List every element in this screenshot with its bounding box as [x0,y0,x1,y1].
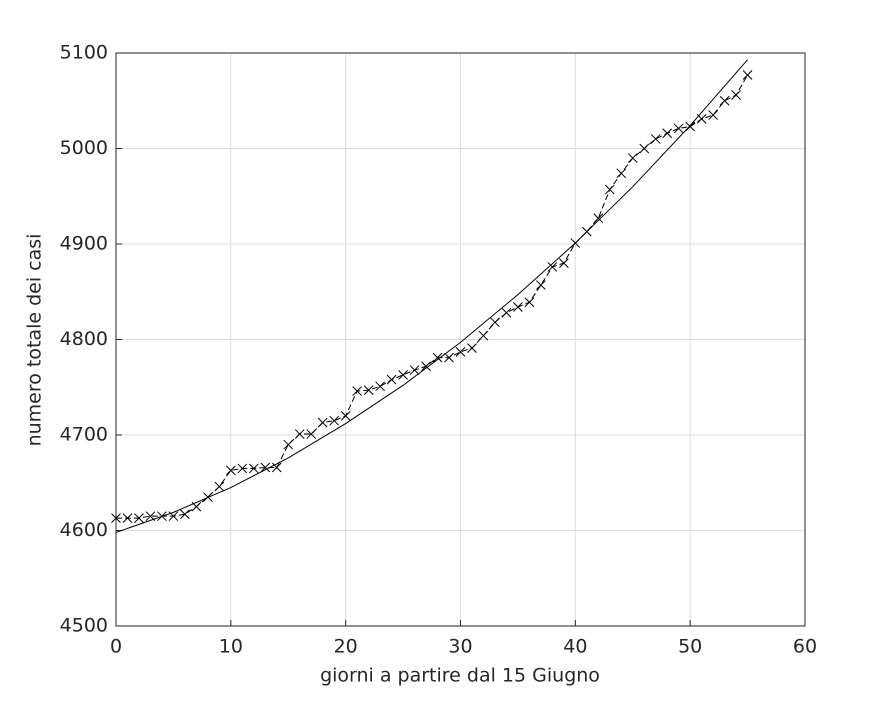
plot-frame [115,52,806,627]
x-marker [708,110,718,120]
x-marker [398,369,408,380]
y-tick-label: 4700 [60,424,108,446]
y-axis-label: numero totale dei casi [24,234,46,447]
x-tick-label: 60 [793,636,817,658]
x-marker [558,258,569,268]
x-marker [180,509,190,520]
x-marker [650,134,661,144]
x-marker [294,429,305,439]
x-marker [731,90,741,100]
x-marker [604,184,615,195]
x-marker [386,374,397,385]
x-marker [685,121,696,132]
x-marker [237,463,248,474]
x-marker [122,513,133,523]
x-marker [432,352,443,363]
x-marker [513,302,523,312]
x-marker [421,361,431,372]
x-marker [593,213,604,224]
x-marker [248,463,259,474]
x-marker [673,123,684,134]
x-tick-label: 0 [110,636,122,658]
y-tick-label: 4800 [60,328,108,350]
y-tick-label: 4600 [60,519,108,541]
x-marker [467,343,477,353]
x-marker [375,381,385,392]
x-marker [111,513,121,523]
x-tick-label: 40 [563,636,587,658]
x-marker [616,168,627,179]
x-marker [627,153,638,163]
x-marker [134,513,144,523]
x-marker [490,317,500,328]
x-marker [306,429,317,439]
x-marker [283,439,294,450]
x-marker [742,70,753,80]
y-tick-label: 5000 [60,137,108,159]
x-marker [444,352,454,363]
x-tick-label: 20 [334,636,358,658]
y-tick-label: 4900 [60,233,108,255]
x-marker [317,417,328,428]
x-marker [536,280,546,290]
x-marker [455,347,466,357]
data-line [116,74,749,519]
x-tick-label: 50 [678,636,702,658]
x-marker [214,481,225,492]
x-marker [478,330,489,341]
x-marker [409,365,420,375]
x-marker [329,415,340,426]
x-marker [662,128,673,139]
x-marker [639,143,650,154]
x-tick-label: 30 [448,636,472,658]
x-axis-label: giorni a partire dal 15 Giugno [320,665,600,687]
y-tick-label: 4500 [60,615,108,637]
x-marker [260,462,271,473]
x-marker [340,411,351,421]
x-tick-label: 10 [219,636,243,658]
x-marker [271,462,282,473]
data-line [115,59,748,533]
x-marker [225,465,236,476]
x-marker [547,262,558,272]
x-marker [501,307,512,318]
x-marker [719,95,730,106]
x-marker [524,297,535,308]
x-marker [363,385,374,395]
y-tick-label: 5100 [60,42,108,64]
x-marker [352,386,363,396]
